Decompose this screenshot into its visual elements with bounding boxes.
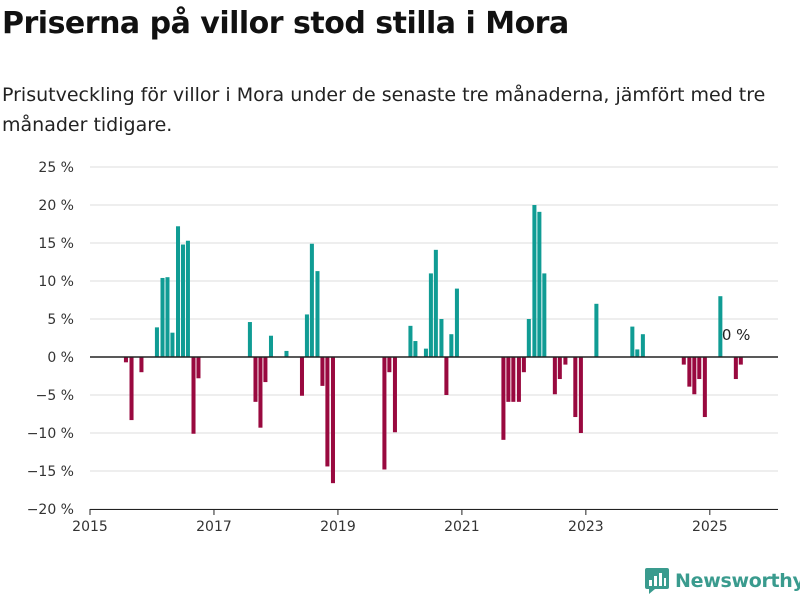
bar	[191, 357, 196, 434]
bar	[692, 357, 697, 395]
y-tick-label: 5 %	[47, 312, 74, 328]
bar	[180, 244, 185, 357]
x-tick-label: 2021	[444, 519, 480, 535]
bar	[196, 357, 201, 379]
bar	[537, 211, 542, 357]
bar	[387, 357, 392, 373]
y-tick-label: 20 %	[38, 198, 74, 214]
bar	[433, 249, 438, 357]
bar	[563, 357, 568, 365]
x-axis-tick-labels: 2015 2017 2019 2021 2023 2025	[72, 519, 727, 535]
bar	[635, 349, 640, 357]
y-axis-tick-labels: 25 % 20 % 15 % 10 % 5 % 0 % −5 % −10 % −15 % −20 …	[27, 160, 74, 518]
bar	[687, 357, 692, 387]
bar	[738, 357, 743, 365]
bar	[702, 357, 707, 418]
page-subtitle: Prisutveckling för villor i Mora under d…	[2, 84, 766, 136]
bar	[681, 357, 686, 365]
bar	[501, 357, 506, 440]
bar	[382, 357, 387, 470]
bar	[718, 296, 723, 357]
bar	[154, 327, 159, 357]
y-tick-label: −5 %	[36, 388, 74, 404]
bar	[697, 357, 702, 380]
y-tick-label: 10 %	[38, 274, 74, 290]
bar	[444, 357, 449, 395]
bar	[263, 357, 268, 383]
bar	[423, 348, 428, 357]
bar	[330, 357, 335, 484]
y-tick-label: 25 %	[38, 160, 74, 176]
bar	[526, 319, 531, 357]
bar	[139, 357, 144, 373]
bar	[129, 357, 134, 421]
latest-value-label: 0 %	[722, 326, 751, 344]
bar	[516, 357, 521, 402]
bar	[542, 273, 547, 357]
bar	[284, 350, 289, 357]
bar	[165, 277, 170, 357]
bar	[299, 357, 304, 396]
bar	[309, 243, 314, 357]
brand-logo: Newsworthy	[645, 568, 800, 594]
bar	[630, 326, 635, 357]
bar	[170, 332, 175, 357]
bars	[123, 205, 743, 484]
bar	[413, 341, 418, 357]
annotations: 0 %	[722, 326, 751, 344]
bar	[253, 357, 258, 402]
bar	[506, 357, 511, 402]
bar	[315, 271, 320, 357]
bar	[573, 357, 578, 418]
page-title: Priserna på villor stod stilla i Mora	[2, 6, 569, 41]
bar	[552, 357, 557, 395]
bar	[521, 357, 526, 373]
bar	[532, 205, 537, 357]
bar	[454, 288, 459, 357]
bar	[176, 226, 181, 357]
bar	[160, 277, 165, 357]
bar	[325, 357, 330, 467]
bar	[557, 357, 562, 380]
bar	[304, 314, 309, 357]
y-tick-label: −15 %	[27, 464, 74, 480]
y-tick-label: 15 %	[38, 236, 74, 252]
bar	[428, 273, 433, 357]
x-tick-label: 2019	[320, 519, 356, 535]
bar	[392, 357, 397, 433]
x-tick-label: 2023	[568, 519, 604, 535]
newsworthy-logo-icon	[645, 568, 669, 594]
brand-name: Newsworthy	[675, 570, 800, 592]
bar	[320, 357, 325, 386]
y-tick-label: −10 %	[27, 426, 74, 442]
bar	[123, 357, 128, 363]
y-tick-label: −20 %	[27, 502, 74, 518]
bar	[578, 357, 583, 433]
bar	[439, 319, 444, 357]
bar	[268, 335, 274, 357]
bar	[733, 357, 738, 380]
y-tick-label: 0 %	[47, 350, 74, 366]
bar	[247, 322, 252, 357]
bar	[258, 357, 263, 428]
x-tick-label: 2025	[692, 519, 728, 535]
bar	[449, 334, 454, 357]
bar	[640, 334, 645, 357]
bar	[408, 325, 413, 357]
bar	[594, 303, 599, 357]
x-tick-label: 2015	[72, 519, 108, 535]
bar	[185, 240, 190, 357]
x-tick-label: 2017	[196, 519, 232, 535]
bar	[511, 357, 516, 402]
axes	[89, 356, 778, 515]
